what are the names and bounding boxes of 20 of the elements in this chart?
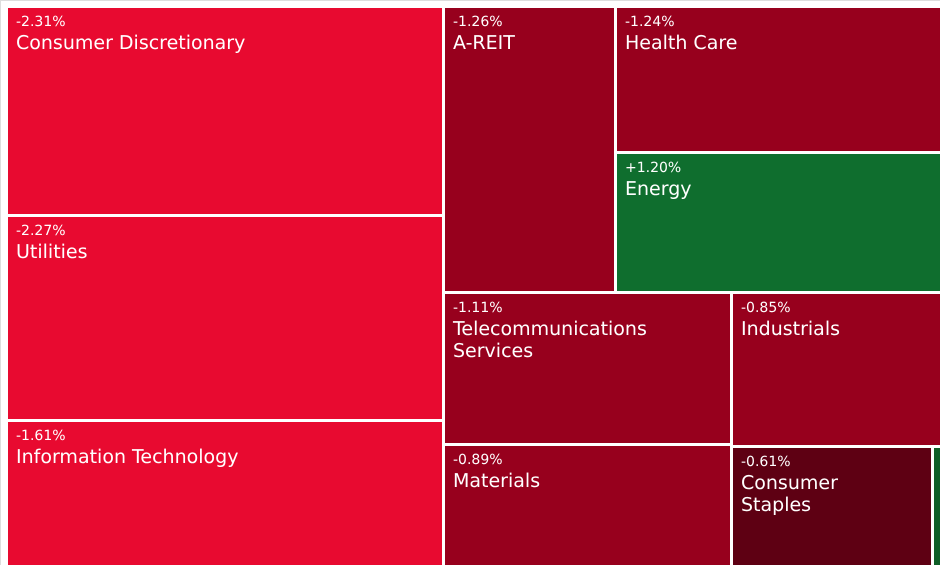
category-label: Consumer Discretionary (16, 32, 246, 54)
data-label: -0.61% (741, 454, 791, 470)
data-label: -1.11% (453, 300, 503, 316)
data-label: -2.27% (16, 223, 66, 239)
category-label: Materials (453, 470, 540, 492)
data-label: -0.89% (453, 452, 503, 468)
data-label: +1.20% (625, 160, 682, 176)
data-label: -1.24% (625, 14, 675, 30)
category-label: Consumer Staples (741, 472, 838, 516)
category-label: Health Care (625, 32, 738, 54)
data-label: -1.61% (16, 428, 66, 444)
data-label: -0.85% (741, 300, 791, 316)
data-label: -2.31% (16, 14, 66, 30)
category-label: A-REIT (453, 32, 516, 54)
category-label: Industrials (741, 318, 840, 340)
category-label: Utilities (16, 241, 88, 263)
category-label: Energy (625, 178, 692, 200)
category-label: Telecommunications Services (452, 318, 647, 362)
data-label: -1.26% (453, 14, 503, 30)
category-label: Information Technology (16, 446, 238, 468)
